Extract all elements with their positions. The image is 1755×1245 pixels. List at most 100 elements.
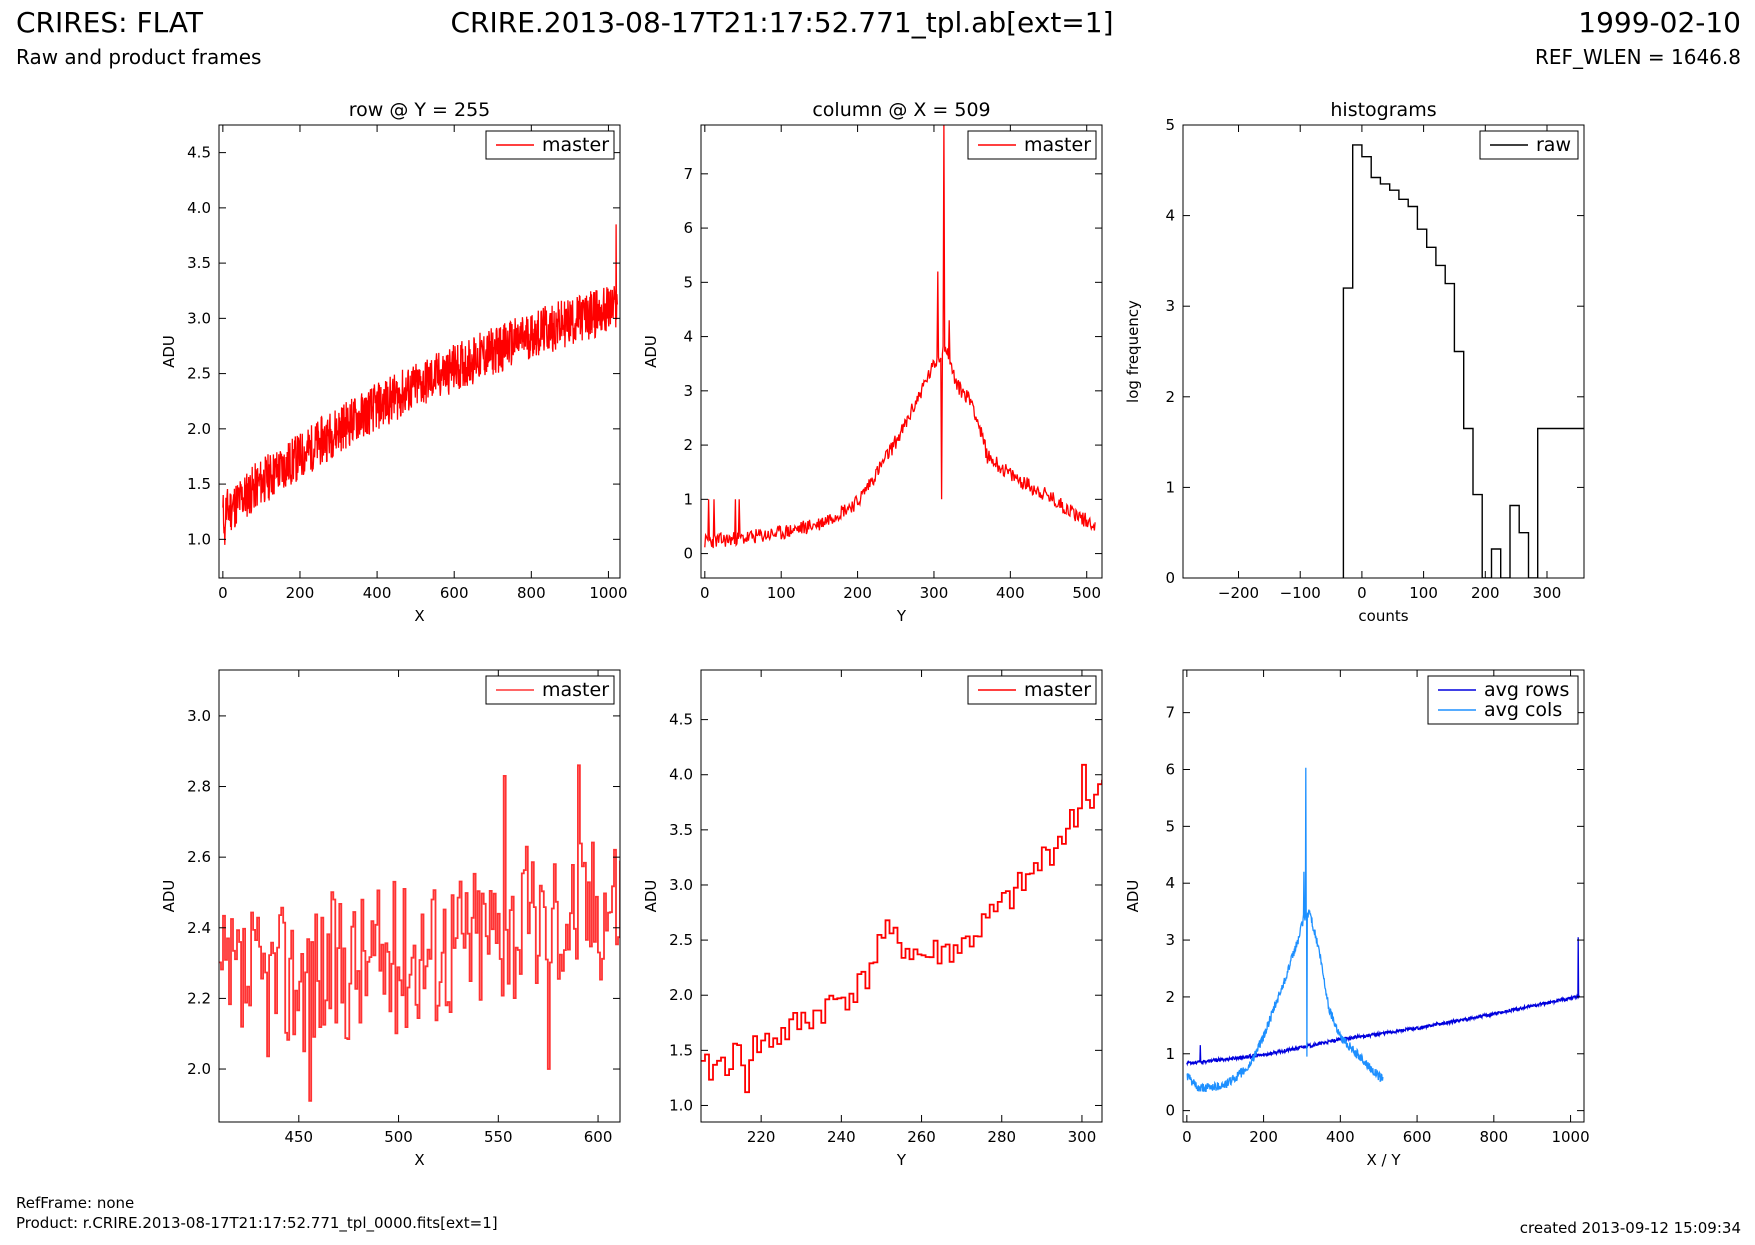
y-tick-label: 1 [683, 490, 693, 508]
y-tick-label: 1.0 [187, 530, 211, 548]
y-tick-label: 1.5 [187, 475, 211, 493]
y-tick-label: 2.4 [187, 919, 211, 937]
y-tick-label: 5 [1165, 817, 1175, 835]
x-tick-label: 0 [218, 584, 228, 602]
y-tick-label: 2.0 [187, 420, 211, 438]
y-tick-label: 3 [1165, 931, 1175, 949]
chart-title: row @ Y = 255 [349, 99, 491, 121]
product-label: Product: r.CRIRE.2013-08-17T21:17:52.771… [16, 1214, 498, 1232]
legend: master [485, 130, 615, 160]
y-tick-label: 1 [1165, 478, 1175, 496]
x-tick-label: 500 [1072, 584, 1101, 602]
y-tick-label: 0 [1165, 569, 1175, 587]
ref-wlen: REF_WLEN = 1646.8 [1534, 45, 1741, 69]
y-tick-label: 0 [1165, 1102, 1175, 1120]
y-tick-label: 4.5 [187, 144, 211, 162]
y-tick-label: 4.0 [187, 199, 211, 217]
chart-column: 0 100 200 300 400 500 0 1 2 3 4 5 6 7 column @ X = 509… [642, 99, 1103, 625]
x-tick-label: −200 [1218, 584, 1259, 602]
created-label: created 2013-09-12 15:09:34 [1519, 1219, 1741, 1237]
chart-title: column @ X = 509 [812, 99, 990, 121]
refframe-label: RefFrame: none [16, 1194, 135, 1212]
x-tick-label: 1000 [589, 584, 627, 602]
y-tick-label: 2.5 [187, 365, 211, 383]
plot-frame [700, 124, 1103, 579]
y-tick-label: 1 [1165, 1045, 1175, 1063]
y-tick-label: 2.2 [187, 989, 211, 1007]
y-tick-label: 1.0 [669, 1096, 693, 1114]
y-tick-label: 1.5 [669, 1041, 693, 1059]
y-axis-label: ADU [160, 335, 178, 368]
plot-area [219, 764, 620, 1102]
x-tick-label: 0 [700, 584, 710, 602]
series-line-master [222, 224, 618, 545]
y-tick-label: 6 [683, 219, 693, 237]
y-tick-label: 2 [1165, 388, 1175, 406]
y-tick-label: 3.0 [669, 876, 693, 894]
x-tick-label: 1000 [1551, 1128, 1589, 1146]
plot-frame [218, 669, 621, 1123]
x-tick-label: 400 [996, 584, 1025, 602]
date-label: 1999-02-10 [1578, 6, 1741, 39]
y-tick-label: 4 [1165, 207, 1175, 225]
y-tick-label: 6 [1165, 760, 1175, 778]
plot-frame [1182, 669, 1585, 1123]
chart-row: 0 200 400 600 800 1000 1.0 1.5 2.0 2.5 3.0 3.5 4.0 4.… [160, 99, 628, 625]
x-axis-label: Y [896, 607, 907, 625]
legend-box [1427, 675, 1579, 725]
x-tick-label: 260 [907, 1128, 936, 1146]
y-tick-label: 7 [683, 165, 693, 183]
series-line-master [704, 125, 1096, 549]
x-tick-label: 200 [843, 584, 872, 602]
x-tick-label: 550 [484, 1128, 513, 1146]
legend-label: master [542, 679, 609, 701]
series-line-master [219, 764, 620, 1102]
chart-title: histograms [1330, 99, 1436, 121]
x-tick-label: −100 [1280, 584, 1321, 602]
x-tick-label: 800 [1480, 1128, 1509, 1146]
series-line-avg-cols [1186, 767, 1384, 1093]
legend-label: master [1024, 679, 1091, 701]
x-tick-label: 200 [286, 584, 315, 602]
chart-histograms: −200 −100 0 100 200 300 0 1 2 3 4 5 histograms counts… [1124, 99, 1585, 625]
chart-row-zoom: 450 500 550 600 2.0 2.2 2.4 2.6 2.8 3.0 X ADU master [160, 669, 621, 1169]
y-axis-label: ADU [160, 880, 178, 913]
y-tick-label: 4 [1165, 874, 1175, 892]
x-tick-label: 300 [1068, 1128, 1097, 1146]
y-tick-label: 2.0 [187, 1060, 211, 1078]
x-axis-label: X [414, 607, 424, 625]
plot-area [1342, 144, 1584, 578]
legend-label: avg rows [1484, 679, 1569, 701]
legend: master [967, 130, 1097, 160]
x-tick-label: 400 [1326, 1128, 1355, 1146]
subtitle: Raw and product frames [16, 45, 262, 69]
x-tick-label: 400 [363, 584, 392, 602]
x-tick-label: 100 [767, 584, 796, 602]
x-tick-label: 200 [1249, 1128, 1278, 1146]
x-tick-label: 100 [1409, 584, 1438, 602]
x-tick-label: 600 [440, 584, 469, 602]
y-tick-label: 2.6 [187, 848, 211, 866]
plot-area [704, 125, 1096, 549]
legend: raw [1479, 130, 1579, 160]
y-tick-label: 0 [683, 545, 693, 563]
y-tick-label: 3.0 [187, 309, 211, 327]
y-tick-label: 2.8 [187, 778, 211, 796]
x-axis-label: X [414, 1151, 424, 1169]
y-tick-label: 2.5 [669, 931, 693, 949]
plot-area [701, 763, 1102, 1094]
x-tick-label: 600 [584, 1128, 613, 1146]
y-tick-label: 2 [683, 436, 693, 454]
plot-frame [700, 669, 1103, 1123]
file-title: CRIRE.2013-08-17T21:17:52.771_tpl.ab[ext… [450, 6, 1114, 39]
series-line-raw [1342, 144, 1584, 578]
y-axis-label: ADU [642, 335, 660, 368]
y-axis-label: ADU [1124, 880, 1142, 913]
series-line-master [701, 763, 1102, 1094]
y-tick-label: 3 [683, 382, 693, 400]
plot-frame [218, 124, 621, 579]
x-tick-label: 600 [1403, 1128, 1432, 1146]
y-tick-label: 5 [683, 273, 693, 291]
x-tick-label: 300 [920, 584, 949, 602]
